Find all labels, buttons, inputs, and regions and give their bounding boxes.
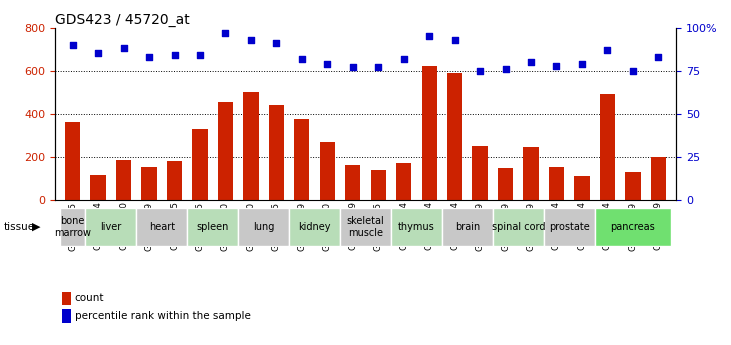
Bar xyxy=(442,208,493,246)
Bar xyxy=(599,95,615,200)
Point xyxy=(92,51,104,56)
Bar xyxy=(493,208,544,246)
Bar xyxy=(498,168,513,200)
Bar xyxy=(294,119,309,200)
Point xyxy=(372,65,384,70)
Point xyxy=(270,40,282,46)
Point xyxy=(322,61,333,67)
Point xyxy=(398,56,409,61)
Bar xyxy=(116,160,132,200)
Point xyxy=(576,61,588,67)
Bar xyxy=(136,208,187,246)
Point xyxy=(245,37,257,42)
Text: pancreas: pancreas xyxy=(610,222,655,232)
Bar xyxy=(595,208,671,246)
Text: lung: lung xyxy=(253,222,274,232)
Bar xyxy=(340,208,391,246)
Bar xyxy=(187,208,238,246)
Bar xyxy=(269,105,284,200)
Bar xyxy=(65,122,80,200)
Bar xyxy=(472,146,488,200)
Bar xyxy=(243,92,259,200)
Text: heart: heart xyxy=(148,222,175,232)
Bar xyxy=(141,167,156,200)
Bar xyxy=(625,172,640,200)
Point xyxy=(118,46,129,51)
Bar xyxy=(289,208,340,246)
Text: brain: brain xyxy=(455,222,480,232)
Bar xyxy=(544,208,595,246)
Point xyxy=(169,52,181,58)
Bar xyxy=(60,208,86,246)
Bar xyxy=(86,208,136,246)
Bar xyxy=(345,165,360,200)
Point xyxy=(550,63,562,68)
Bar xyxy=(651,157,666,200)
Text: skeletal
muscle: skeletal muscle xyxy=(346,216,385,238)
Point xyxy=(627,68,639,73)
Text: liver: liver xyxy=(100,222,121,232)
Point xyxy=(474,68,486,73)
Bar xyxy=(396,164,412,200)
Bar xyxy=(523,147,539,200)
Text: spinal cord: spinal cord xyxy=(491,222,545,232)
Text: GDS423 / 45720_at: GDS423 / 45720_at xyxy=(55,12,189,27)
Bar xyxy=(218,102,233,200)
Bar xyxy=(447,73,462,200)
Point xyxy=(219,30,231,36)
Point xyxy=(67,42,78,48)
Text: spleen: spleen xyxy=(197,222,229,232)
Point xyxy=(347,65,359,70)
Text: ▶: ▶ xyxy=(32,222,41,231)
Point xyxy=(423,33,435,39)
Text: percentile rank within the sample: percentile rank within the sample xyxy=(75,311,251,321)
Point xyxy=(525,59,537,65)
Bar xyxy=(192,129,208,200)
Text: bone
marrow: bone marrow xyxy=(54,216,91,238)
Bar xyxy=(371,170,386,200)
Bar xyxy=(391,208,442,246)
Point xyxy=(602,47,613,53)
Bar xyxy=(422,66,437,200)
Point xyxy=(449,37,461,42)
Bar xyxy=(575,176,590,200)
Bar xyxy=(91,175,106,200)
Point xyxy=(500,66,512,72)
Bar xyxy=(167,161,182,200)
Bar xyxy=(238,208,289,246)
Text: tissue: tissue xyxy=(4,222,35,231)
Text: kidney: kidney xyxy=(298,222,331,232)
Text: prostate: prostate xyxy=(549,222,590,232)
Point xyxy=(143,54,155,60)
Point xyxy=(653,54,664,60)
Bar xyxy=(549,167,564,200)
Text: thymus: thymus xyxy=(398,222,435,232)
Point xyxy=(296,56,308,61)
Point xyxy=(194,52,206,58)
Bar xyxy=(319,142,335,200)
Text: count: count xyxy=(75,294,104,303)
